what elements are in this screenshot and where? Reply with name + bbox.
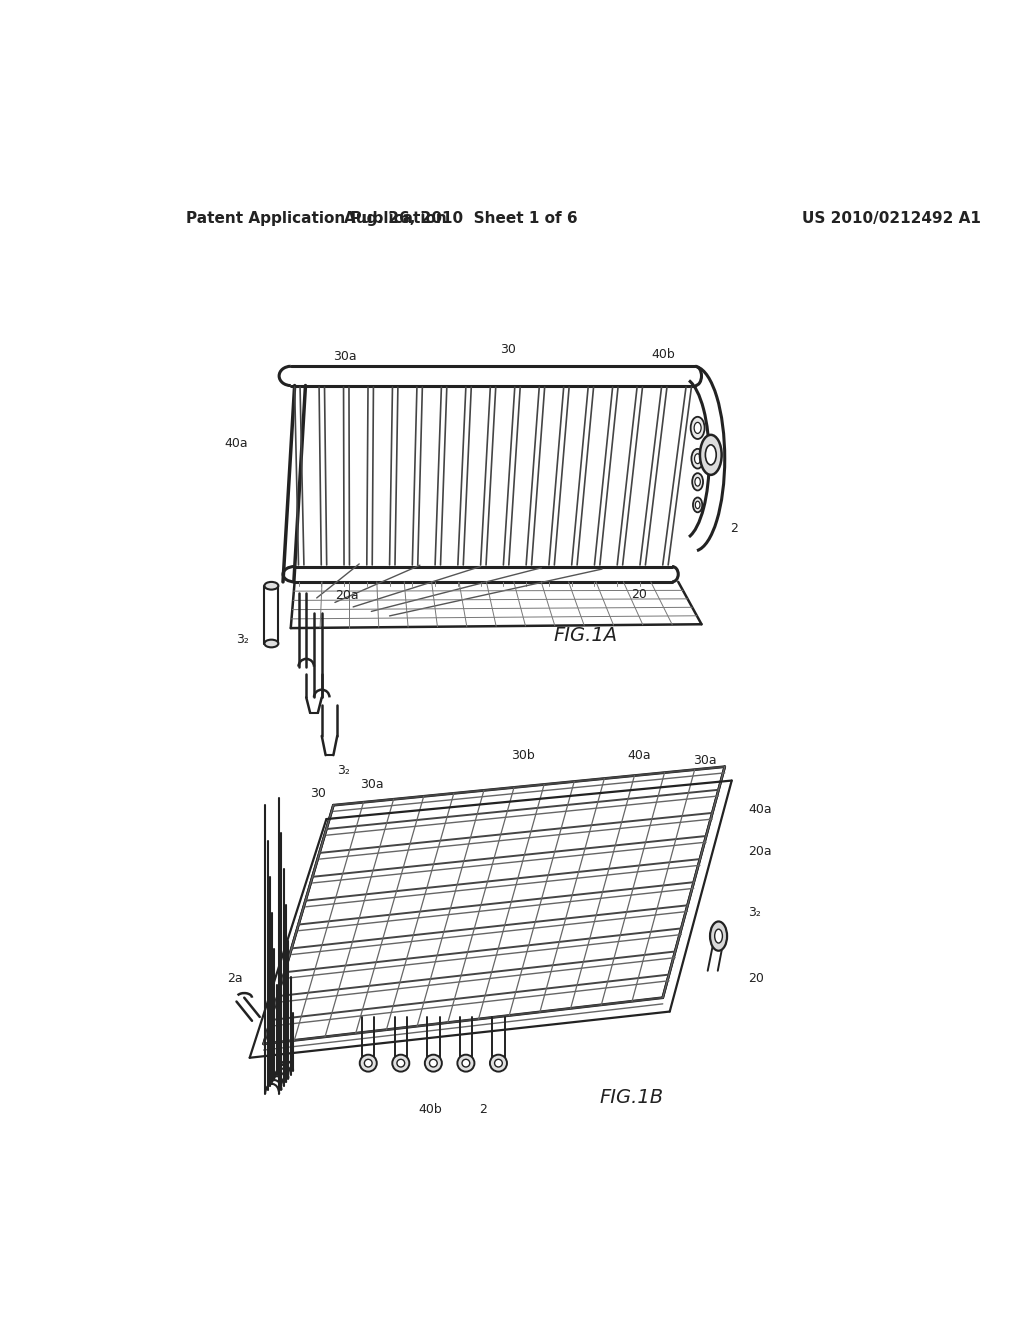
Text: FIG.1A: FIG.1A [553, 626, 617, 645]
Text: 40a: 40a [628, 748, 651, 762]
Text: 40b: 40b [651, 348, 675, 362]
Ellipse shape [700, 434, 722, 475]
Text: 2: 2 [730, 521, 738, 535]
Ellipse shape [425, 1055, 442, 1072]
Text: Aug. 26, 2010  Sheet 1 of 6: Aug. 26, 2010 Sheet 1 of 6 [344, 211, 579, 226]
Ellipse shape [710, 921, 727, 950]
Text: 30: 30 [500, 343, 516, 356]
Text: 20: 20 [632, 589, 647, 602]
Ellipse shape [264, 640, 279, 647]
Text: 30b: 30b [511, 748, 536, 762]
Text: 30a: 30a [693, 754, 717, 767]
Text: 3₂: 3₂ [337, 764, 350, 777]
Text: FIG.1B: FIG.1B [600, 1088, 664, 1107]
Text: 3₂: 3₂ [237, 634, 249, 647]
Text: 2a: 2a [227, 972, 243, 985]
Text: 3₂: 3₂ [748, 907, 761, 920]
Ellipse shape [706, 445, 716, 465]
Ellipse shape [365, 1059, 372, 1067]
Ellipse shape [715, 929, 722, 942]
Ellipse shape [694, 422, 701, 433]
Text: 40b: 40b [419, 1102, 442, 1115]
Text: 30a: 30a [360, 777, 384, 791]
Text: Patent Application Publication: Patent Application Publication [186, 211, 446, 226]
Ellipse shape [693, 498, 702, 512]
Text: 20a: 20a [335, 589, 358, 602]
Ellipse shape [695, 478, 700, 486]
Text: 30: 30 [310, 787, 326, 800]
Ellipse shape [690, 417, 705, 440]
Text: 2: 2 [479, 1102, 486, 1115]
Text: 20: 20 [748, 972, 764, 985]
Ellipse shape [695, 502, 700, 508]
Ellipse shape [691, 449, 703, 469]
Text: 30a: 30a [333, 350, 356, 363]
Ellipse shape [692, 473, 703, 491]
Text: 40a: 40a [748, 803, 772, 816]
Ellipse shape [264, 582, 279, 590]
Ellipse shape [458, 1055, 474, 1072]
Ellipse shape [495, 1059, 503, 1067]
Ellipse shape [462, 1059, 470, 1067]
Ellipse shape [489, 1055, 507, 1072]
Text: US 2010/0212492 A1: US 2010/0212492 A1 [802, 211, 981, 226]
Ellipse shape [397, 1059, 404, 1067]
Ellipse shape [429, 1059, 437, 1067]
Ellipse shape [359, 1055, 377, 1072]
Ellipse shape [694, 454, 700, 463]
Ellipse shape [392, 1055, 410, 1072]
Text: 20a: 20a [748, 845, 772, 858]
Text: 40a: 40a [224, 437, 248, 450]
